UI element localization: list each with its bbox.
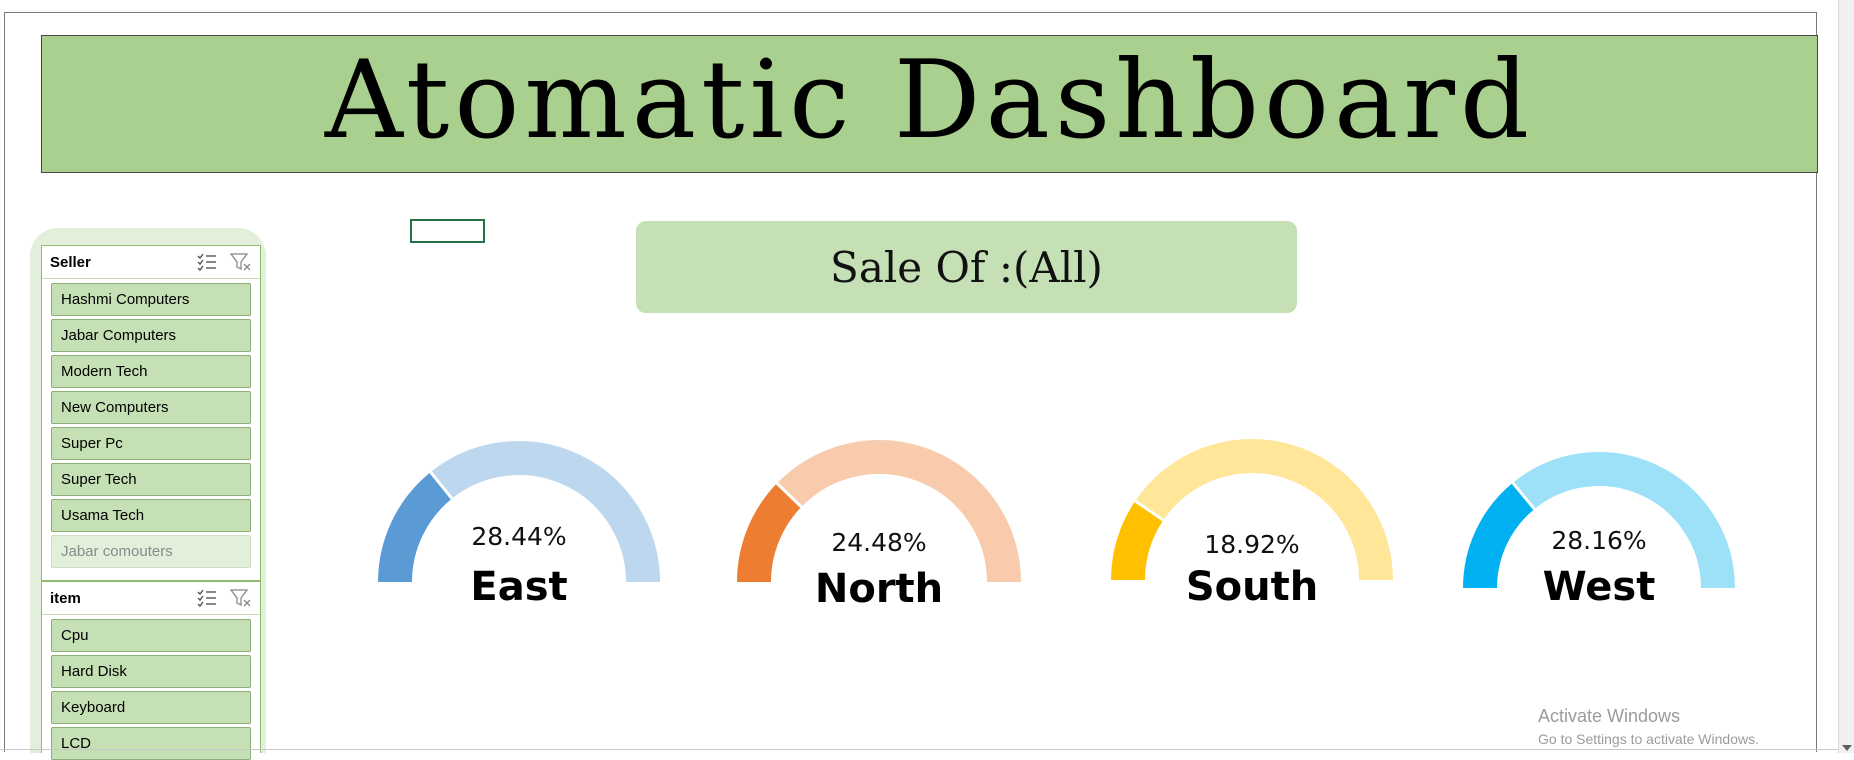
gauge-percent: 28.16%: [1551, 526, 1647, 555]
gauge-north: 24.48% North: [733, 430, 1025, 620]
sale-of-label: Sale Of :(All): [830, 242, 1103, 292]
slicer-item[interactable]: Hard Disk: [51, 655, 251, 688]
slicer-item[interactable]: Keyboard: [51, 691, 251, 724]
gauge-region: West: [1542, 564, 1656, 610]
gauge-region: East: [470, 564, 568, 610]
gauge-percent: 28.44%: [471, 522, 567, 551]
gauge-fill: [1111, 501, 1164, 581]
clear-filter-icon[interactable]: [229, 588, 252, 612]
slicer-item[interactable]: New Computers: [51, 391, 251, 424]
item-slicer[interactable]: item Cpu Hard Disk Keybo: [41, 581, 261, 760]
gauge-arc: [737, 440, 1021, 583]
gauge-track: [1135, 439, 1393, 581]
active-cell[interactable]: [410, 219, 485, 243]
gauge-fill: [378, 472, 453, 583]
gauge-separator: [775, 482, 803, 508]
slicer-item[interactable]: Modern Tech: [51, 355, 251, 388]
gauge-percent: 24.48%: [831, 528, 927, 557]
scroll-down-icon[interactable]: [1842, 745, 1852, 751]
gauge-percent: 18.92%: [1204, 530, 1300, 559]
watermark-line1: Activate Windows: [1538, 706, 1681, 726]
slicer-item[interactable]: Hashmi Computers: [51, 283, 251, 316]
gauge-arc: [1111, 439, 1393, 581]
gauge-west: 28.16% West: [1459, 436, 1739, 626]
slicer-item[interactable]: LCD: [51, 727, 251, 760]
slicer-item[interactable]: Cpu: [51, 619, 251, 652]
multi-select-icon[interactable]: [196, 588, 218, 612]
gauge-track: [776, 440, 1021, 583]
gauge-region: North: [814, 566, 944, 612]
gauge-fill: [1463, 482, 1535, 589]
clear-filter-icon[interactable]: [229, 252, 252, 276]
dashboard-title: Atomatic Dashboard: [324, 38, 1535, 163]
slicer-title: Seller: [50, 253, 91, 271]
gauge-separator: [429, 471, 454, 500]
vertical-scrollbar[interactable]: [1838, 0, 1854, 753]
slicer-item[interactable]: Super Pc: [51, 427, 251, 460]
seller-slicer[interactable]: Seller Hashmi Computer: [41, 245, 261, 581]
slicer-item[interactable]: Usama Tech: [51, 499, 251, 532]
gauge-east: 28.44% East: [374, 430, 664, 620]
gauge-region: South: [1185, 564, 1319, 610]
slicer-header: item: [42, 582, 260, 615]
slicer-item[interactable]: Jabar comouters: [51, 535, 251, 568]
slicer-item[interactable]: Jabar Computers: [51, 319, 251, 352]
slicer-header: Seller: [42, 246, 260, 279]
sale-of-box: Sale Of :(All): [636, 221, 1297, 313]
gauge-track: [1512, 452, 1735, 589]
gauge-track: [430, 441, 660, 583]
gauge-separator: [1134, 499, 1165, 522]
dashboard-banner: Atomatic Dashboard: [41, 35, 1818, 173]
watermark-line2: Go to Settings to activate Windows.: [1538, 731, 1759, 747]
gauge-separator: [1511, 481, 1536, 511]
activate-windows-watermark: Activate Windows Go to Settings to activ…: [1538, 706, 1759, 747]
sheet-bottom-edge: [0, 749, 1838, 750]
gauge-fill: [737, 483, 802, 583]
gauge-arc: [1463, 452, 1735, 589]
multi-select-icon[interactable]: [196, 252, 218, 276]
slicer-title: item: [50, 589, 81, 607]
gauge-south: 18.92% South: [1107, 428, 1397, 618]
gauge-arc: [378, 441, 660, 583]
slicer-item[interactable]: Super Tech: [51, 463, 251, 496]
